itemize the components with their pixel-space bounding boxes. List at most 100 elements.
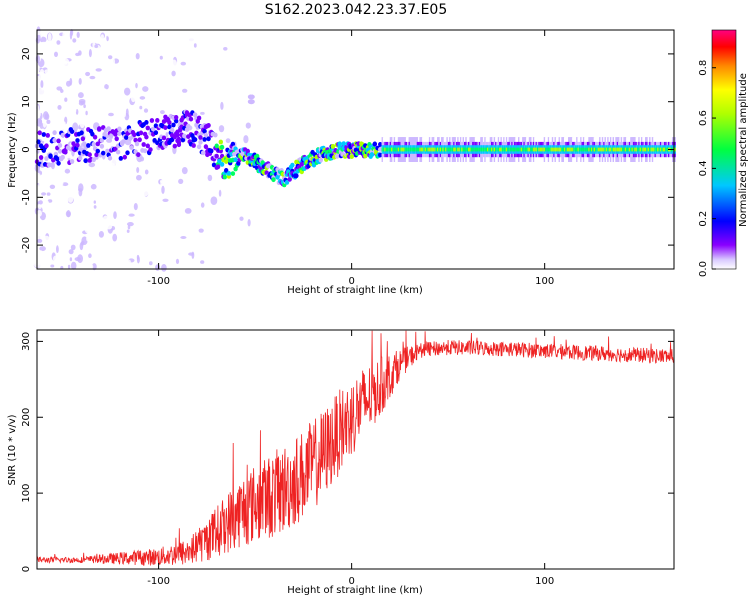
spectrogram-cell [565,147,568,152]
spectrogram-cell [209,82,214,91]
spectrogram-cell [66,154,73,159]
spectrogram-cell [38,155,44,160]
spectrogram-cell [95,148,101,154]
spectrogram-cell [299,161,304,167]
spectrogram-cell [46,192,51,196]
spectrogram-cell [59,121,66,126]
spectrogram-cell [42,223,45,228]
spectrogram-cell [593,147,597,152]
spectrogram-cell [95,116,100,123]
spectrogram-cell [462,147,465,152]
spectrogram-cell [231,31,235,36]
spectrogram-cell [140,166,147,170]
colorbar: 0.0 0.2 0.4 0.6 0.8 Normalized spectral ampl… [698,29,749,277]
spectrogram-cell [81,220,86,229]
spectrogram-cell [114,136,119,142]
spectrogram-y-label: Frequency (Hz) [7,112,18,188]
spectrogram-cell [611,147,614,152]
spectrogram-cell [50,197,57,206]
spectrogram-cell [176,136,182,142]
spectrogram-cell [576,147,579,152]
spectrogram-cell [403,147,406,152]
spectrogram-cell [233,95,240,102]
spectrogram-cell [516,147,520,152]
spectrogram-cell [140,212,147,222]
spectrogram-cell [60,132,65,138]
spectrogram-cell [318,157,323,163]
spectrogram-cell [85,186,93,196]
spectrogram-cell [393,147,397,152]
spectrogram-cell [93,200,97,204]
colorbar-frame [711,29,737,270]
spectrogram-cell [214,73,220,77]
spectrogram-cell [199,214,207,219]
spectrogram-cell [204,45,209,52]
spectrogram-cell [64,168,71,174]
spectrogram-cell [73,59,78,67]
spectrogram-cell [219,260,225,267]
spectrogram-cell [503,147,506,152]
spectrogram-cell [515,147,518,152]
spectrogram-cell [87,176,93,186]
spectrogram-cell [117,227,122,231]
spectrogram-cell [218,139,223,145]
spectrogram-cell [580,147,583,152]
spectrogram-cell [38,200,43,205]
spectrogram-cell [484,147,487,152]
spectrogram-cell [500,147,503,152]
spectrogram-cell [233,157,238,163]
y-tick-label: -10 [21,189,32,205]
spectrogram-cell [55,156,60,162]
spectrogram-cell [614,147,617,152]
spectrogram-cell [420,147,424,152]
spectrogram-cell [106,79,112,86]
spectrogram-cell [47,45,52,52]
spectrogram-cell [127,155,132,162]
spectrogram-cell [378,147,383,152]
spectrogram-cell [99,180,107,185]
spectrogram-cell [412,147,415,152]
spectrogram-cell [230,171,236,177]
spectrogram-cell [92,134,98,140]
spectrogram-cell [162,198,169,202]
spectrogram-cell [612,147,615,152]
spectrogram-cell [499,147,502,152]
spectrogram-cell [38,181,43,191]
spectrogram-cell [236,160,241,166]
spectrogram-cell [497,147,501,152]
spectrogram-cell [290,162,295,168]
spectrogram-cell [136,167,140,173]
spectrogram-cell [149,183,154,189]
spectrogram-cell [518,147,521,152]
spectrogram-cell [167,120,172,125]
colorbar-label: Normalized spectral amplitude [738,73,749,227]
spectrogram-cell [175,206,180,215]
spectrogram-cell [443,147,447,152]
spectrogram-cell [535,147,538,152]
spectrogram-cell [165,132,169,138]
spectrogram-cell [44,28,48,34]
spectrogram-cell [153,95,158,105]
spectrogram-cell [88,253,92,258]
spectrogram-cell [458,147,461,152]
spectrogram-cell [418,147,421,152]
spectrogram-cell [57,143,63,148]
spectrogram-cell [414,147,417,152]
spectrogram-cell [59,191,66,196]
spectrogram-cell [83,158,88,164]
snr-frame [36,329,675,570]
spectrogram-cell [46,251,50,261]
spectrogram-cell [63,241,67,249]
spectrogram-cell [399,147,402,152]
spectrogram-cell [62,246,68,252]
spectrogram-cell [388,147,391,152]
spectrogram-cell [459,147,463,152]
spectrogram-cell [247,89,255,95]
spectrogram-cell [428,147,432,152]
spectrogram-cell [81,236,88,245]
x-tick-label: 100 [535,276,554,287]
spectrogram-cell [661,147,664,152]
spectrogram-cell [187,155,191,163]
spectrogram-cell [554,147,557,152]
spectrogram-cell [82,141,87,147]
